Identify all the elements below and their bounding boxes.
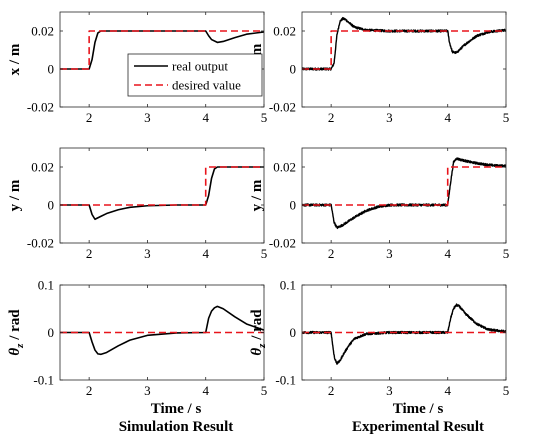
x-tick-label: 3 [144, 383, 151, 398]
y-tick-label: -0.1 [275, 373, 296, 388]
xlabel-right: Time / s [393, 401, 444, 417]
legend: real output desired value [127, 53, 263, 97]
plot-area [302, 303, 506, 365]
panel-y-simulation: 2 3 4 5 -0.02 0 0.02 y / m [7, 147, 268, 261]
x-tick-label: 5 [261, 110, 268, 125]
legend-real-label: real output [172, 59, 228, 74]
y-tick-label: -0.02 [269, 236, 296, 251]
y-axis-label: θz / rad [7, 309, 26, 356]
x-tick-label: 4 [444, 110, 451, 125]
real-output-line [302, 303, 506, 365]
y-tick-label: 0.02 [273, 24, 296, 39]
column-title-right: Experimental Result [352, 419, 484, 435]
y-tick-label: 0.02 [31, 24, 54, 39]
y-tick-label: 0.02 [31, 160, 54, 175]
real-output-line [60, 166, 264, 221]
panel-theta-experimental: 2 3 4 5 -0.1 0 0.1 θz / rad [249, 278, 509, 399]
x-tick-label: 2 [328, 246, 335, 261]
plot-area [60, 30, 264, 70]
x-tick-label: 2 [328, 383, 335, 398]
x-tick-label: 2 [86, 246, 93, 261]
x-tick-label: 5 [261, 246, 268, 261]
y-axis-label: θz / rad [249, 309, 268, 356]
panel-theta-simulation: 2 3 4 5 -0.1 0 0.1 θz / rad [7, 278, 267, 399]
x-tick-label: 5 [261, 383, 268, 398]
y-axis-label: y / m [7, 179, 23, 211]
y-tick-label: -0.02 [27, 236, 54, 251]
x-tick-label: 3 [386, 246, 393, 261]
real-output-line [60, 305, 264, 356]
y-tick-label: -0.02 [27, 100, 54, 115]
y-axis-label: y / m [249, 179, 265, 211]
y-tick-label: 0 [48, 325, 55, 340]
x-tick-label: 5 [503, 246, 510, 261]
y-tick-label: 0.02 [273, 160, 296, 175]
y-tick-label: 0 [48, 62, 55, 77]
y-tick-label: -0.02 [269, 100, 296, 115]
y-axis-label: x / m [7, 43, 23, 75]
panel-x-simulation: 2 3 4 5 -0.02 0 0.02 x / m [7, 11, 268, 125]
axes-box [301, 147, 507, 244]
desired-value-line [302, 166, 506, 206]
axes-box [301, 11, 507, 108]
axes-box [59, 147, 265, 244]
legend-desired-label: desired value [172, 78, 241, 93]
axes-box [59, 11, 265, 108]
real-output-line [302, 157, 506, 230]
y-tick-label: 0 [290, 62, 297, 77]
desired-value-line [60, 166, 264, 206]
x-tick-label: 2 [328, 110, 335, 125]
x-tick-label: 5 [503, 110, 510, 125]
x-tick-label: 3 [386, 383, 393, 398]
y-tick-label: 0 [290, 198, 297, 213]
x-tick-label: 2 [86, 110, 93, 125]
xlabel-left: Time / s [151, 401, 202, 417]
desired-value-line [302, 30, 506, 70]
y-tick-label: -0.1 [33, 373, 54, 388]
x-tick-label: 3 [386, 110, 393, 125]
plot-area [60, 166, 264, 221]
column-title-left: Simulation Result [119, 419, 234, 435]
x-tick-label: 3 [144, 110, 151, 125]
x-tick-label: 4 [202, 110, 209, 125]
x-tick-label: 4 [202, 383, 209, 398]
plot-area [302, 16, 506, 71]
y-tick-label: 0.1 [38, 278, 54, 293]
x-tick-label: 4 [202, 246, 209, 261]
x-tick-label: 4 [444, 383, 451, 398]
x-tick-label: 3 [144, 246, 151, 261]
y-tick-label: 0 [48, 198, 55, 213]
desired-value-line [60, 30, 264, 70]
y-tick-label: 0 [290, 325, 297, 340]
plot-area [302, 157, 506, 230]
x-tick-label: 4 [444, 246, 451, 261]
x-tick-label: 2 [86, 383, 93, 398]
y-tick-label: 0.1 [280, 278, 296, 293]
legend-box [127, 53, 263, 97]
plot-area [60, 305, 264, 356]
x-tick-label: 5 [503, 383, 510, 398]
column-labels: Time / s Simulation Result Time / s Expe… [119, 401, 484, 435]
real-output-line [302, 16, 506, 71]
